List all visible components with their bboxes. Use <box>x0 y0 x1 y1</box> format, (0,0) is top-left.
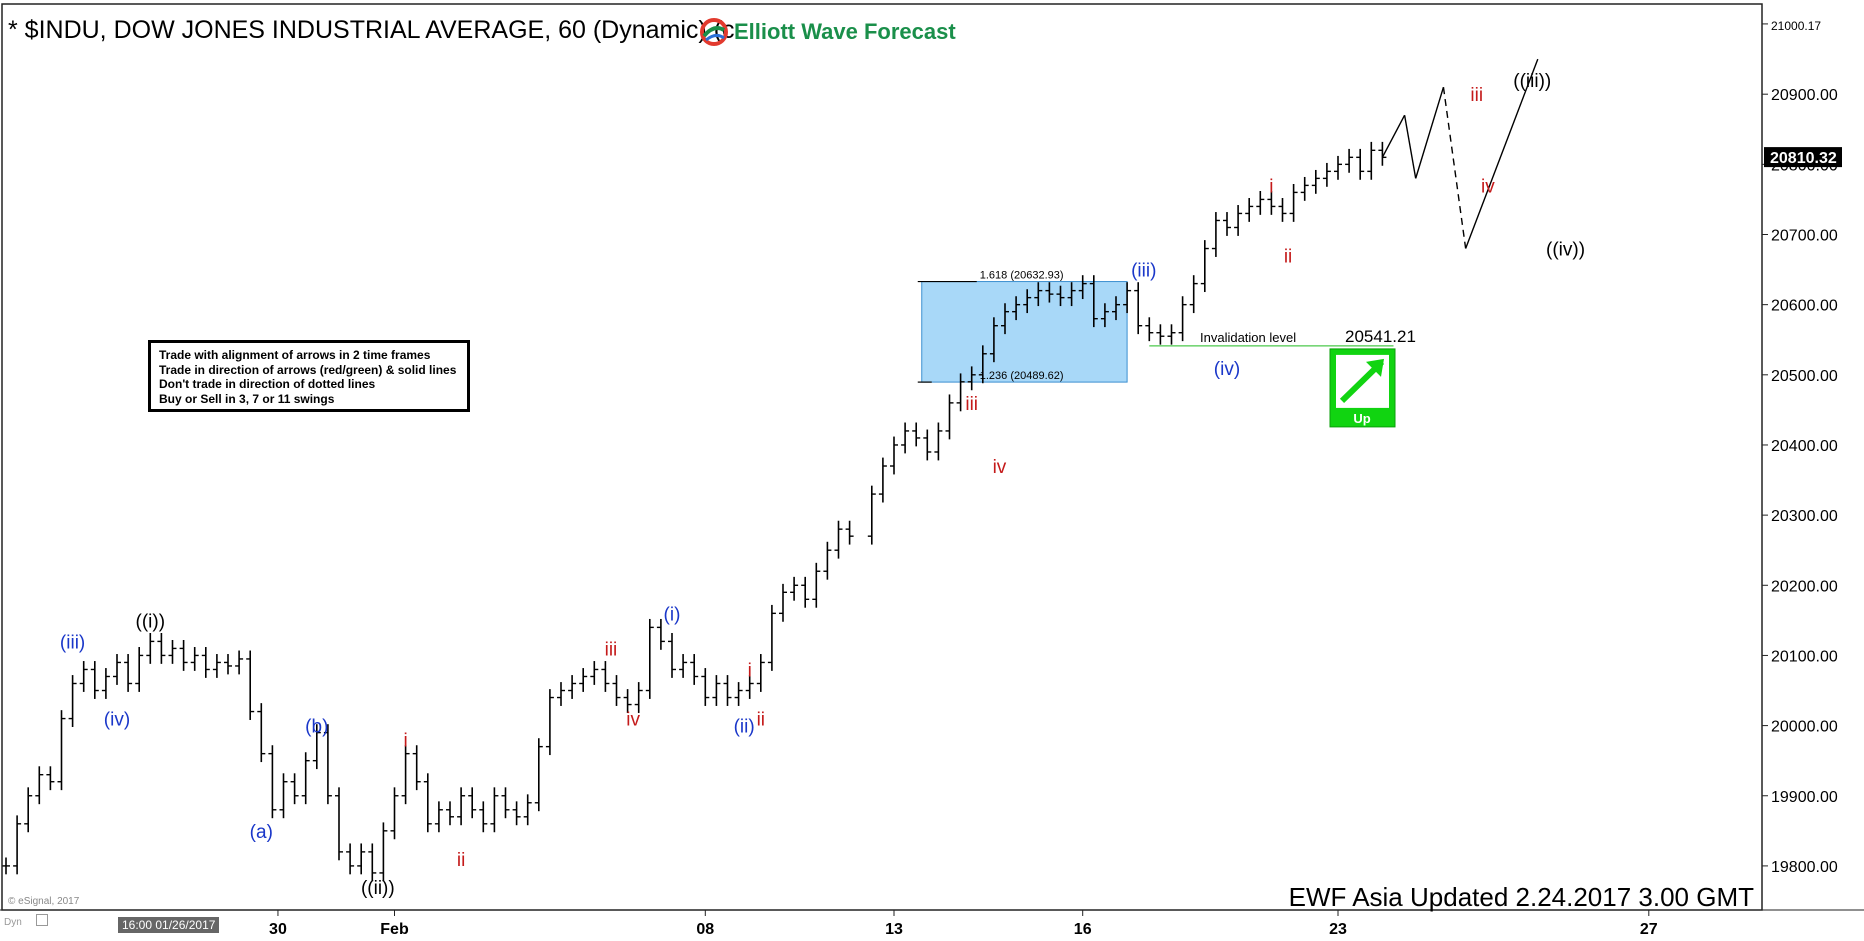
wave-label: ii <box>457 850 465 871</box>
x-tick-label: 27 <box>1640 921 1658 938</box>
wave-label: (iii) <box>60 632 85 653</box>
wave-label: (i) <box>664 604 681 625</box>
x-tick-label: 30 <box>269 921 287 938</box>
y-tick-label: 20600.00 <box>1771 298 1838 315</box>
invalidation-value: 20541.21 <box>1345 327 1416 346</box>
wave-label: ((iii)) <box>1513 71 1551 92</box>
wave-label: (a) <box>250 822 273 843</box>
last-price-label: 20810.32 <box>1770 150 1837 167</box>
fib-extension-box <box>921 281 1128 383</box>
wave-label: (b) <box>305 717 328 738</box>
projection-line <box>1415 86 1445 179</box>
rule-line: Trade with alignment of arrows in 2 time… <box>159 348 431 362</box>
y-tick-label: 21000.17 <box>1771 19 1821 33</box>
up-arrow-head <box>1366 358 1384 377</box>
wave-label: iv <box>626 710 640 731</box>
trading-rules-box: Trade with alignment of arrows in 2 time… <box>148 340 470 412</box>
dyn-toggle-icon[interactable] <box>36 914 48 926</box>
y-tick-label: 20000.00 <box>1771 719 1838 736</box>
wave-label: iii <box>965 394 978 415</box>
up-arrow-label: Up <box>1353 411 1370 426</box>
wave-label: ii <box>757 710 765 731</box>
rule-line: Don't trade in direction of dotted lines <box>159 377 376 391</box>
wave-label: (iii) <box>1131 261 1156 282</box>
wave-label: i <box>1269 176 1273 197</box>
rule-line: Trade in direction of arrows (red/green)… <box>159 362 457 377</box>
x-tick-label: 23 <box>1329 921 1347 938</box>
wave-label: i <box>403 731 407 752</box>
x-tick-label: 16 <box>1074 921 1092 938</box>
wave-label: ii <box>1284 247 1292 268</box>
fib-top-label: 1.618 (20632.93) <box>980 270 1064 282</box>
cursor-time-badge: 16:00 01/26/2017 <box>118 917 220 933</box>
y-tick-label: 19900.00 <box>1771 789 1838 806</box>
chart-title: * $INDU, DOW JONES INDUSTRIAL AVERAGE, 6… <box>8 16 735 44</box>
y-tick-label: 20900.00 <box>1771 87 1838 104</box>
last-price-badge <box>1764 147 1842 168</box>
wave-label: ((i)) <box>136 611 166 632</box>
projection-line <box>1403 115 1417 179</box>
x-tick-label: 08 <box>696 921 714 938</box>
x-tick-label: 13 <box>885 921 903 938</box>
y-tick-label: 20100.00 <box>1771 648 1838 665</box>
x-tick-label: Feb <box>380 921 409 938</box>
projection-line <box>1381 114 1406 158</box>
y-tick-label: 19800.00 <box>1771 859 1838 876</box>
wave-label: (iv) <box>104 710 130 731</box>
logo: Elliott Wave Forecast <box>700 18 956 46</box>
dyn-label: Dyn <box>4 917 22 928</box>
y-tick-label: 20500.00 <box>1771 368 1838 385</box>
y-tick-label: 20400.00 <box>1771 438 1838 455</box>
wave-label: iv <box>993 457 1007 478</box>
wave-label: ((iv)) <box>1546 240 1585 261</box>
wave-label: i <box>748 660 752 681</box>
copyright: © eSignal, 2017 <box>8 896 80 907</box>
wave-label: iv <box>1481 176 1495 197</box>
invalidation-label: Invalidation level <box>1200 330 1296 345</box>
projection-line <box>1442 87 1467 249</box>
wave-label: iii <box>1470 85 1483 106</box>
update-note: EWF Asia Updated 2.24.2017 3.00 GMT <box>1288 882 1754 912</box>
wave-label: iii <box>605 639 618 660</box>
y-tick-label: 20700.00 <box>1771 228 1838 245</box>
projection-line <box>1464 58 1539 249</box>
plot-border <box>1 3 1763 911</box>
wave-label: (ii) <box>734 717 755 738</box>
y-tick-label: 20300.00 <box>1771 508 1838 525</box>
y-tick-label: 20200.00 <box>1771 578 1838 595</box>
rule-line: Buy or Sell in 3, 7 or 11 swings <box>159 391 335 406</box>
fib-bottom-label: 1.236 (20489.62) <box>980 370 1064 382</box>
wave-label: ((ii)) <box>361 878 395 899</box>
logo-icon <box>700 18 728 46</box>
wave-label: (iv) <box>1214 359 1240 380</box>
logo-text: Elliott Wave Forecast <box>734 19 956 44</box>
